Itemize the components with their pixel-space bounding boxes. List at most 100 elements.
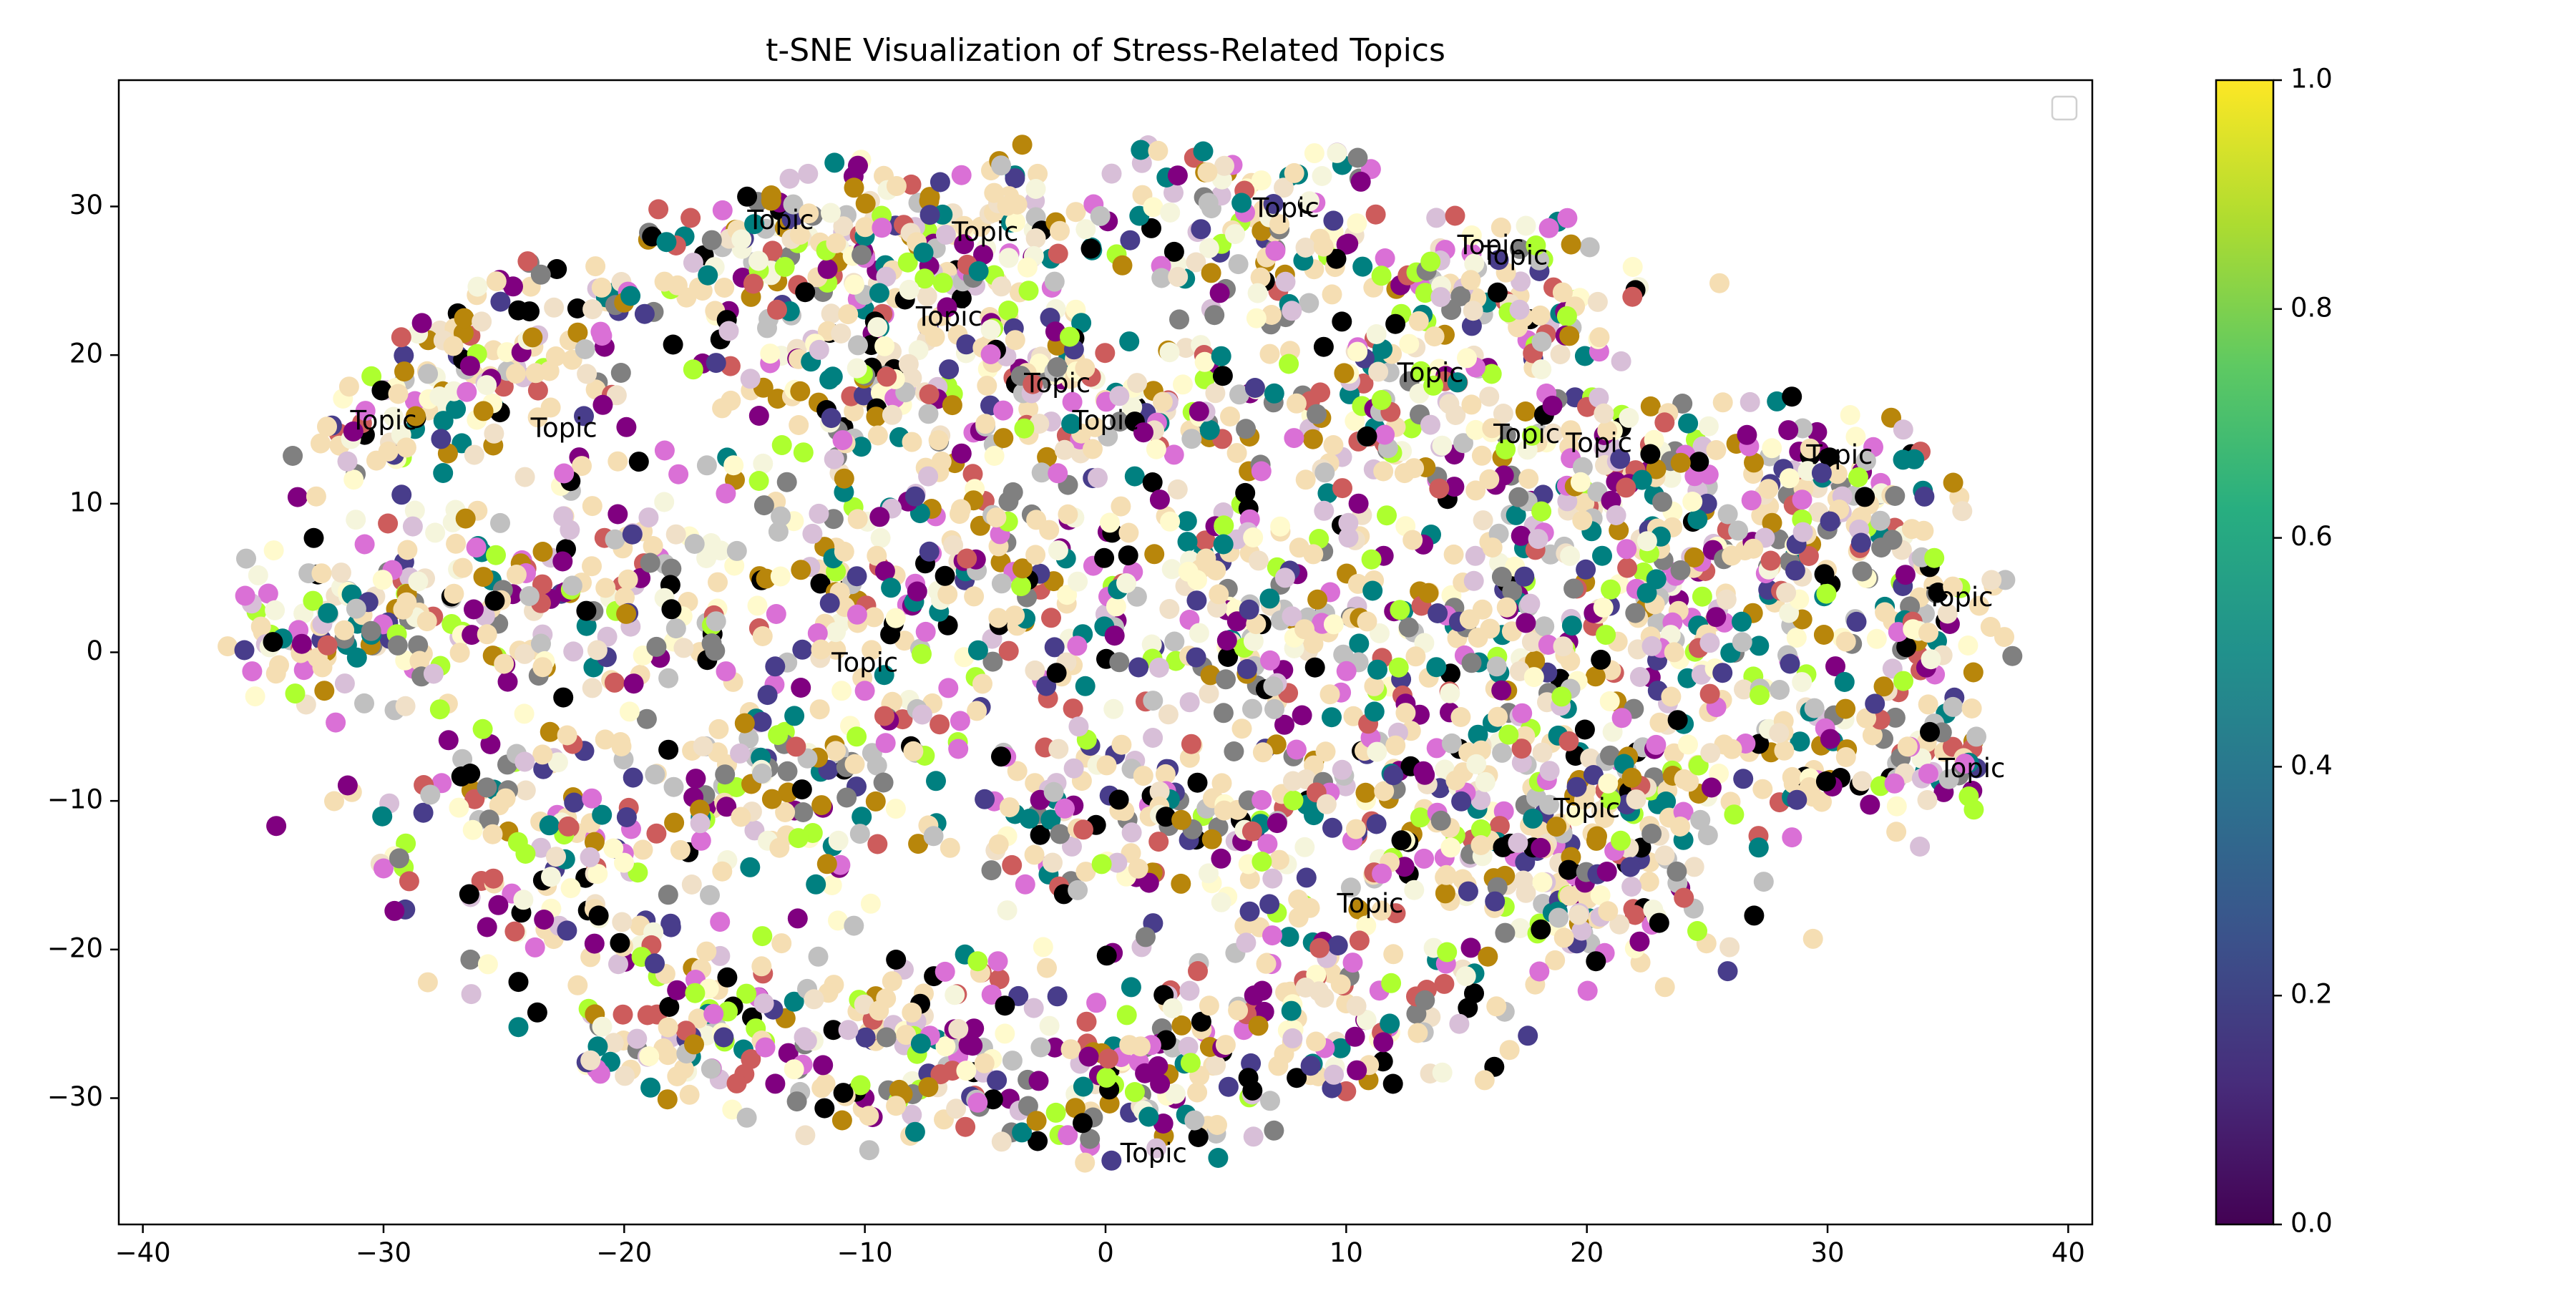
y-tick-label: −30 (47, 1081, 103, 1112)
data-point (683, 253, 703, 273)
data-point (1856, 708, 1877, 729)
data-point (1326, 248, 1347, 269)
data-point (1502, 581, 1523, 602)
data-point (592, 394, 613, 415)
data-point (1199, 238, 1219, 258)
data-point (1345, 1026, 1365, 1047)
data-point (1279, 354, 1299, 374)
data-point (852, 245, 872, 265)
data-point (844, 754, 865, 774)
data-point (912, 704, 932, 725)
data-point (547, 752, 568, 773)
data-point (1171, 809, 1192, 830)
data-point (670, 839, 691, 860)
data-point (1548, 907, 1569, 928)
data-point (1211, 773, 1232, 794)
data-point (1336, 661, 1357, 681)
data-point (527, 1002, 547, 1023)
data-point (1712, 392, 1733, 413)
data-point (885, 608, 906, 628)
data-point (1875, 602, 1896, 623)
data-point (867, 834, 888, 854)
data-point (1046, 663, 1067, 683)
data-point (811, 795, 832, 816)
data-point (1532, 742, 1553, 763)
data-point (940, 837, 960, 858)
data-point (1518, 1026, 1538, 1046)
data-point (1041, 608, 1061, 628)
data-point (1434, 973, 1455, 994)
data-point (506, 565, 527, 585)
data-point (1355, 782, 1376, 803)
data-point (793, 802, 814, 822)
data-point (539, 815, 560, 836)
data-point (844, 177, 864, 198)
data-point (1103, 698, 1124, 719)
data-point (696, 548, 717, 568)
data-point (1372, 339, 1393, 359)
data-point (847, 604, 867, 625)
data-point (1060, 1039, 1081, 1060)
data-point (1687, 921, 1707, 941)
data-point (1162, 998, 1183, 1018)
data-point (1699, 683, 1720, 704)
data-point (1792, 672, 1813, 693)
data-point (1552, 282, 1573, 303)
data-point (1159, 342, 1180, 363)
data-point (1689, 452, 1709, 472)
data-point (1252, 790, 1272, 810)
data-point (1534, 616, 1555, 637)
data-point (595, 729, 615, 750)
data-point (757, 685, 778, 706)
data-point (1461, 225, 1482, 245)
data-point (1348, 899, 1369, 920)
data-point (1357, 426, 1377, 447)
data-point (1846, 611, 1867, 632)
data-point (1598, 901, 1619, 922)
data-point (982, 651, 1003, 672)
data-point (1835, 747, 1856, 767)
data-point (908, 340, 929, 361)
data-point (1068, 571, 1088, 592)
data-point (1213, 534, 1234, 555)
data-point (872, 218, 892, 238)
data-point (862, 640, 882, 661)
data-point (483, 868, 504, 889)
data-point (1058, 504, 1078, 525)
topic-annotation: Topic (1805, 439, 1873, 470)
data-point (1678, 734, 1698, 755)
data-point (874, 665, 894, 686)
data-point (1246, 308, 1267, 328)
data-point (1436, 864, 1457, 885)
data-point (1109, 386, 1130, 406)
data-point (954, 215, 975, 236)
data-point (503, 276, 523, 297)
topic-annotation: Topic (951, 216, 1018, 247)
data-point (1511, 739, 1532, 759)
data-point (354, 693, 374, 713)
data-point (1782, 827, 1802, 848)
data-point (1418, 583, 1439, 603)
data-point (1096, 755, 1117, 776)
data-point (1171, 1015, 1192, 1036)
data-point (1441, 733, 1462, 754)
data-point (1542, 395, 1563, 416)
x-tick-label: 30 (1810, 1237, 1844, 1268)
data-point (1204, 305, 1225, 326)
data-point (1108, 789, 1129, 810)
data-point (1111, 734, 1132, 755)
data-point (1252, 742, 1273, 763)
data-point (477, 954, 498, 975)
data-point (525, 937, 545, 958)
data-point (1570, 472, 1591, 492)
data-point (1820, 729, 1840, 749)
data-point (1248, 1015, 1269, 1036)
data-point (844, 401, 864, 422)
data-point (1654, 977, 1675, 998)
data-point (1639, 872, 1659, 892)
data-point (1622, 257, 1643, 277)
data-point (1364, 676, 1385, 696)
topic-annotation: Topic (1120, 1138, 1187, 1169)
data-point (1522, 425, 1542, 446)
data-point (433, 411, 454, 432)
